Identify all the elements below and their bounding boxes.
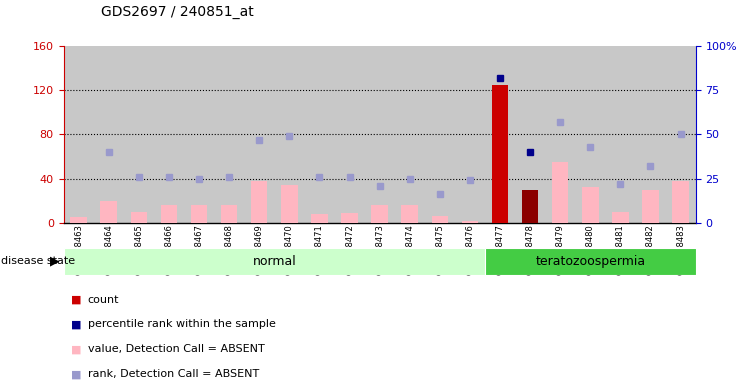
Bar bbox=[244, 46, 275, 223]
Bar bbox=[552, 162, 568, 223]
Bar bbox=[432, 216, 448, 223]
Bar bbox=[184, 46, 214, 223]
Bar bbox=[462, 220, 478, 223]
Bar bbox=[221, 205, 237, 223]
Bar bbox=[643, 190, 659, 223]
Bar bbox=[123, 46, 154, 223]
Text: count: count bbox=[88, 295, 119, 305]
Bar bbox=[545, 46, 575, 223]
Bar bbox=[94, 46, 123, 223]
Bar bbox=[582, 187, 598, 223]
Text: normal: normal bbox=[252, 255, 296, 268]
Bar bbox=[70, 217, 87, 223]
Text: percentile rank within the sample: percentile rank within the sample bbox=[88, 319, 275, 329]
Bar bbox=[612, 212, 628, 223]
Bar bbox=[515, 46, 545, 223]
Bar bbox=[522, 190, 539, 223]
Bar bbox=[214, 46, 244, 223]
Bar bbox=[485, 248, 696, 275]
Bar bbox=[672, 181, 689, 223]
Text: disease state: disease state bbox=[1, 256, 75, 266]
Bar bbox=[311, 214, 328, 223]
Bar bbox=[485, 46, 515, 223]
Bar bbox=[341, 213, 358, 223]
Bar bbox=[605, 46, 636, 223]
Text: GDS2697 / 240851_at: GDS2697 / 240851_at bbox=[101, 5, 254, 19]
Bar bbox=[364, 46, 395, 223]
Bar bbox=[275, 46, 304, 223]
Bar bbox=[64, 248, 485, 275]
Bar bbox=[191, 205, 207, 223]
Bar bbox=[100, 200, 117, 223]
Bar bbox=[575, 46, 605, 223]
Text: value, Detection Call = ABSENT: value, Detection Call = ABSENT bbox=[88, 344, 264, 354]
Bar bbox=[402, 205, 418, 223]
Bar bbox=[161, 205, 177, 223]
Bar bbox=[251, 181, 268, 223]
Text: rank, Detection Call = ABSENT: rank, Detection Call = ABSENT bbox=[88, 369, 259, 379]
Bar bbox=[455, 46, 485, 223]
Bar bbox=[491, 85, 509, 223]
Bar bbox=[154, 46, 184, 223]
Bar bbox=[334, 46, 364, 223]
Text: ■: ■ bbox=[71, 319, 82, 329]
Bar bbox=[64, 46, 94, 223]
Text: teratozoospermia: teratozoospermia bbox=[536, 255, 646, 268]
Bar bbox=[131, 212, 147, 223]
Bar bbox=[304, 46, 334, 223]
Bar bbox=[281, 185, 298, 223]
Text: ■: ■ bbox=[71, 344, 82, 354]
Text: ■: ■ bbox=[71, 295, 82, 305]
Bar bbox=[395, 46, 425, 223]
Bar bbox=[425, 46, 455, 223]
Text: ▶: ▶ bbox=[50, 255, 60, 268]
Bar bbox=[666, 46, 696, 223]
Bar bbox=[371, 205, 388, 223]
Text: ■: ■ bbox=[71, 369, 82, 379]
Bar bbox=[636, 46, 666, 223]
